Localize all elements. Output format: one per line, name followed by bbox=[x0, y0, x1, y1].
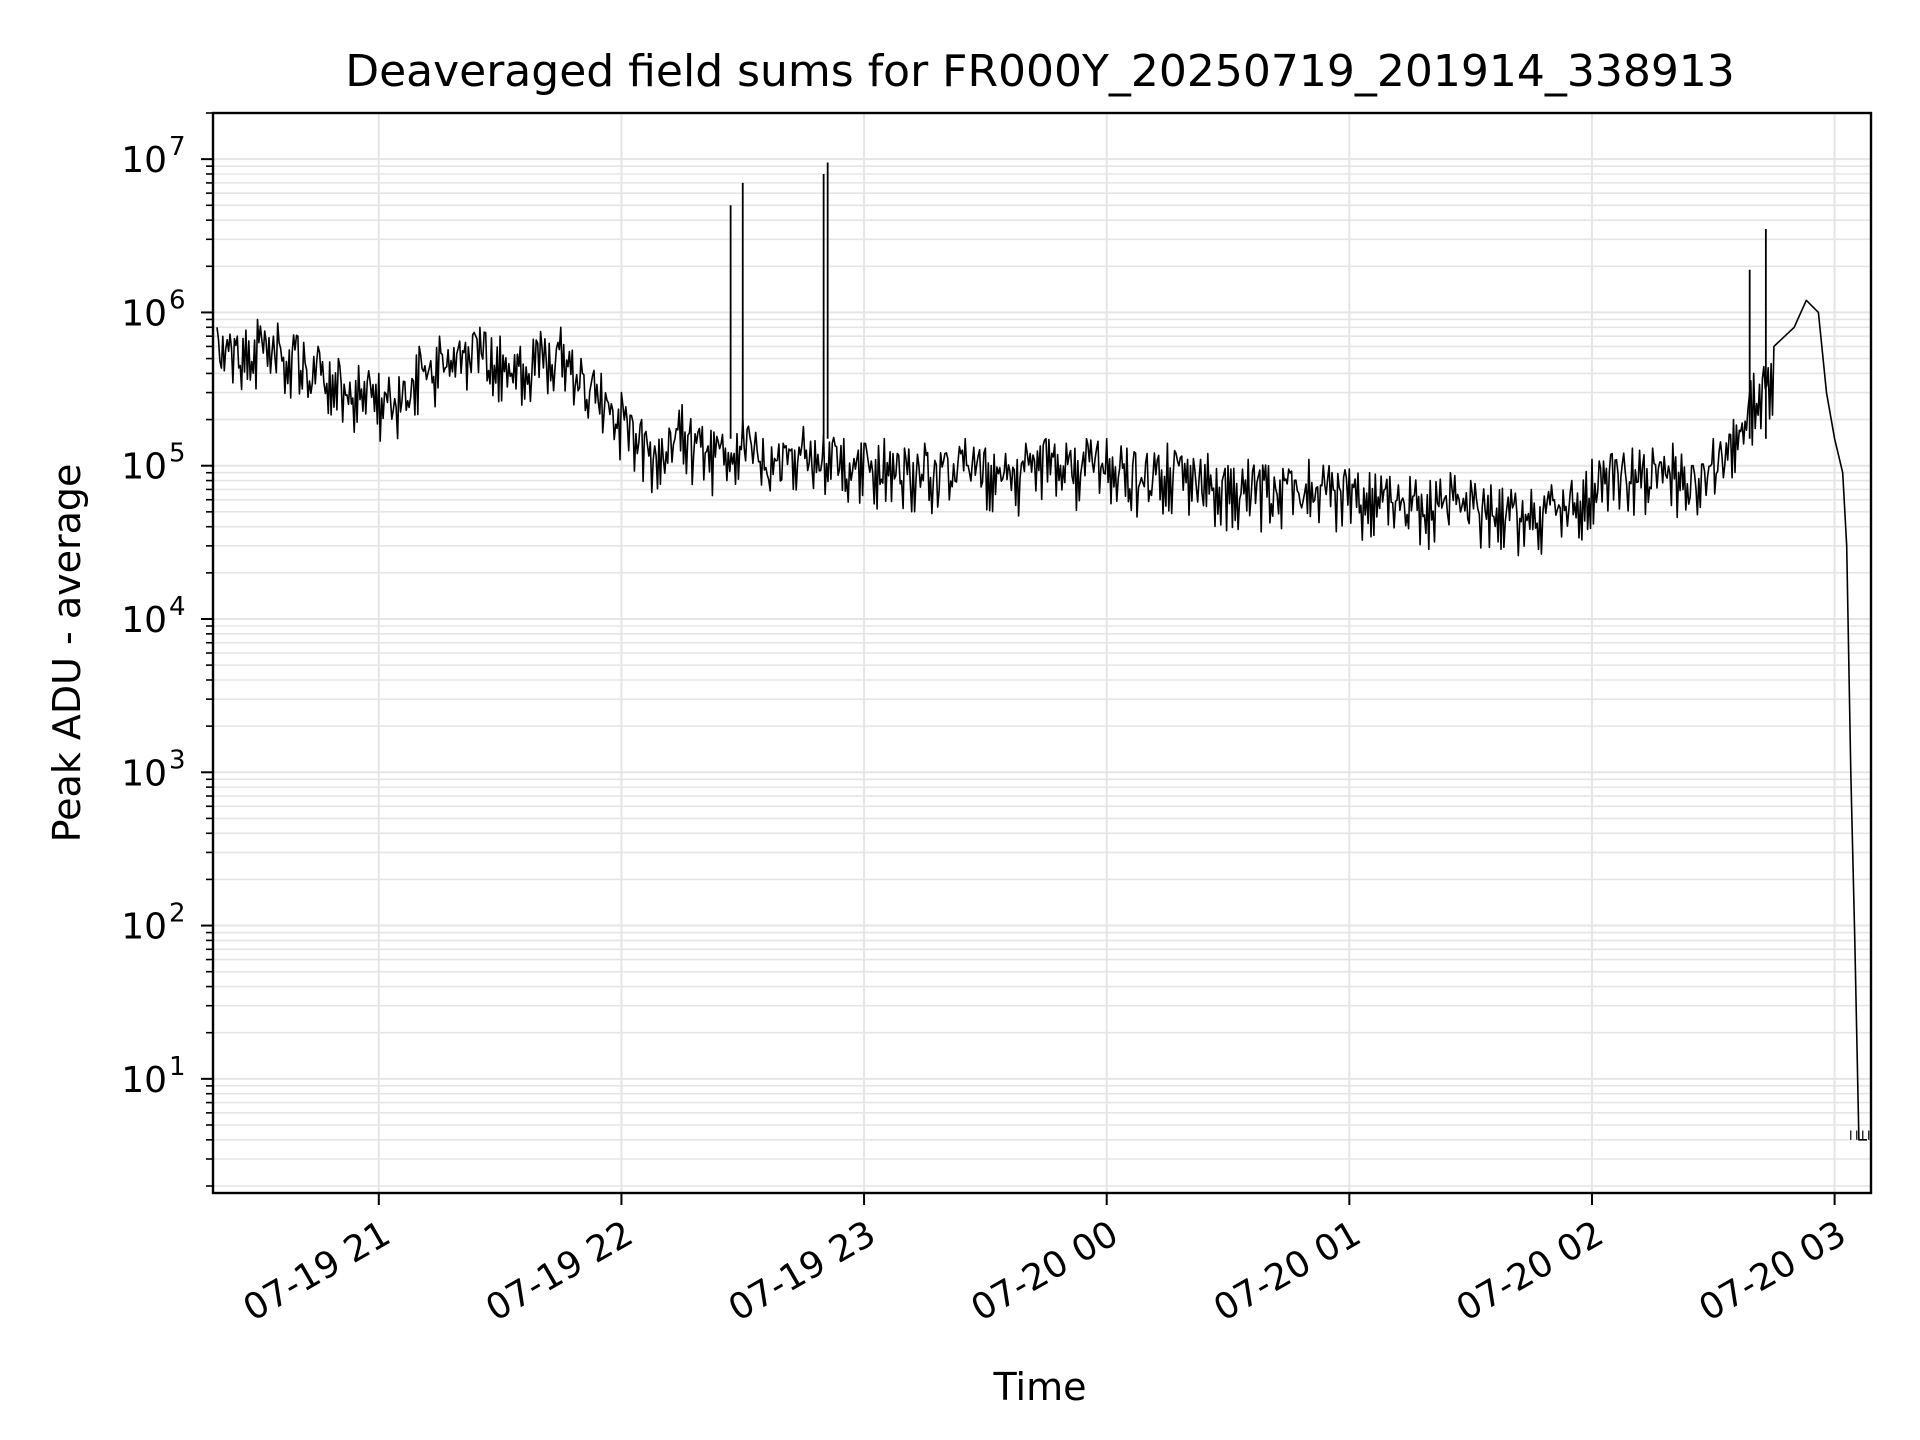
y-tick-label: 10 bbox=[121, 1060, 167, 1101]
x-axis: 07-19 21 07-19 22 07-19 23 07-20 00 07-20 01… bbox=[237, 1193, 1853, 1330]
y-tick-exponent: 6 bbox=[169, 285, 186, 315]
x-tick-label: 07-20 02 bbox=[1450, 1213, 1611, 1329]
chart-title: Deaveraged field sums for FR000Y_2025071… bbox=[345, 46, 1735, 97]
y-tick-label: 10 bbox=[121, 293, 167, 334]
x-tick-label: 07-20 00 bbox=[965, 1213, 1126, 1329]
y-tick-label: 10 bbox=[121, 600, 167, 641]
y-tick-label: 10 bbox=[121, 140, 167, 181]
y-axis-label: Peak ADU - average bbox=[45, 464, 89, 843]
x-tick-label: 07-19 21 bbox=[237, 1213, 398, 1329]
x-tick-label: 07-20 01 bbox=[1207, 1213, 1368, 1329]
y-tick-exponent: 1 bbox=[169, 1052, 186, 1082]
y-tick-label: 10 bbox=[121, 907, 167, 948]
x-tick-label: 07-20 03 bbox=[1692, 1213, 1853, 1329]
y-tick-label: 10 bbox=[121, 753, 167, 794]
y-tick-label: 10 bbox=[121, 447, 167, 488]
x-axis-label: Time bbox=[993, 1365, 1087, 1409]
y-tick-exponent: 4 bbox=[169, 592, 186, 622]
y-tick-exponent: 3 bbox=[169, 745, 186, 775]
y-tick-exponent: 5 bbox=[169, 439, 186, 469]
grid bbox=[213, 112, 1871, 1193]
x-tick-label: 07-19 22 bbox=[479, 1213, 640, 1329]
y-tick-exponent: 2 bbox=[169, 899, 186, 929]
x-tick-label: 07-19 23 bbox=[722, 1213, 883, 1329]
plot-area bbox=[216, 162, 1870, 1141]
y-tick-exponent: 7 bbox=[169, 132, 186, 162]
series-line bbox=[216, 299, 1867, 1141]
